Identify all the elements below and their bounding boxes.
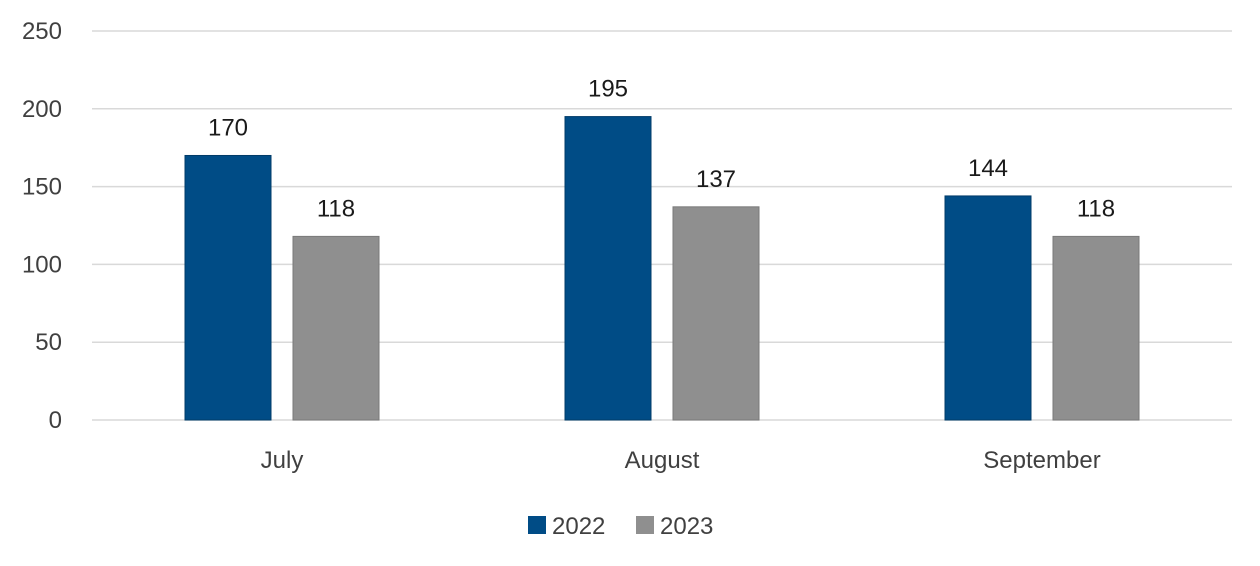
y-tick-label: 100 (22, 251, 62, 278)
legend-swatch-2023 (636, 516, 654, 534)
data-label-2023-august: 137 (696, 166, 736, 193)
y-tick-label: 0 (49, 407, 62, 434)
data-label-2022-september: 144 (968, 155, 1008, 182)
bar-2022-july (184, 154, 272, 421)
x-axis: July August September (261, 447, 1101, 474)
legend: 2022 2023 (528, 513, 713, 540)
x-tick-label-july: July (261, 447, 304, 474)
legend-swatch-2022 (528, 516, 546, 534)
bar-2023-september (1052, 235, 1140, 421)
bar-2022-august (564, 116, 652, 421)
x-tick-label-august: August (625, 447, 700, 474)
bars (184, 116, 1140, 421)
gridlines (92, 30, 1232, 421)
y-tick-label: 250 (22, 18, 62, 45)
y-tick-label: 200 (22, 96, 62, 123)
bar-2023-july (292, 235, 380, 421)
legend-label-2023: 2023 (660, 513, 713, 540)
bar-2023-august (672, 206, 760, 421)
data-label-2022-july: 170 (208, 114, 248, 141)
legend-label-2022: 2022 (552, 513, 605, 540)
data-label-2023-july: 118 (317, 195, 355, 222)
y-axis: 0 50 100 150 200 250 (22, 18, 62, 434)
y-tick-label: 150 (22, 174, 62, 201)
bar-2022-september (944, 195, 1032, 421)
data-label-2023-september: 118 (1077, 195, 1115, 222)
data-labels: 170 118 195 137 144 118 (208, 76, 1115, 223)
y-tick-label: 50 (35, 329, 62, 356)
data-label-2022-august: 195 (588, 76, 628, 103)
x-tick-label-september: September (983, 447, 1100, 474)
